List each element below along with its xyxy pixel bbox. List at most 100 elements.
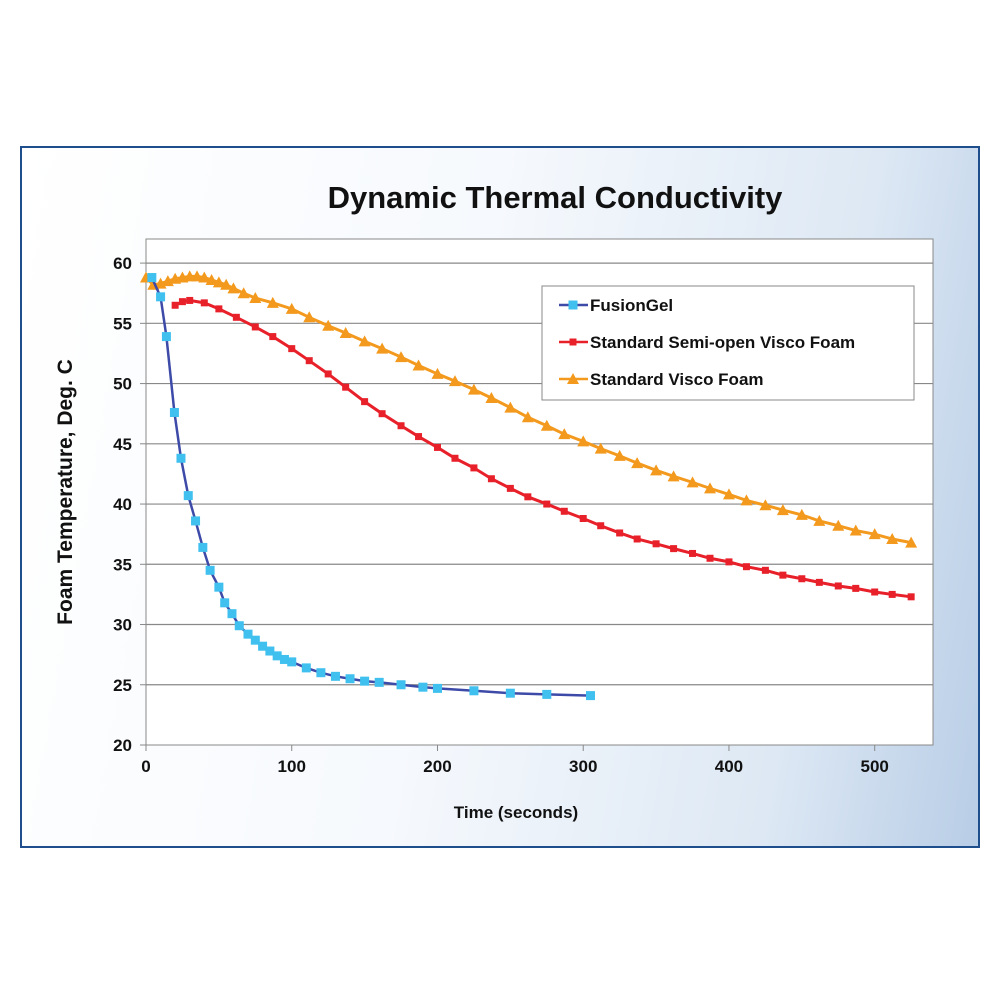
data-point (759, 499, 772, 511)
data-point (597, 522, 605, 530)
legend-box (541, 285, 915, 401)
data-point (706, 554, 714, 562)
data-point (198, 542, 208, 552)
data-point (220, 598, 230, 608)
data-point (540, 419, 553, 431)
data-point (888, 590, 896, 598)
data-point (342, 383, 350, 391)
data-point (670, 545, 678, 553)
data-point (852, 584, 860, 592)
data-point (616, 529, 624, 537)
data-point (886, 532, 899, 544)
data-point (361, 398, 369, 406)
data-point (849, 524, 862, 536)
data-point (176, 453, 186, 463)
data-point (506, 484, 514, 492)
data-point (798, 575, 806, 583)
data-point (907, 593, 915, 601)
data-point (868, 528, 881, 540)
data-point (250, 635, 260, 645)
data-point (220, 278, 233, 290)
data-point (667, 470, 680, 482)
data-point (258, 641, 268, 651)
data-point (650, 464, 663, 476)
data-point (542, 689, 552, 699)
data-point (358, 335, 371, 347)
data-point (469, 686, 479, 696)
data-point (524, 493, 532, 501)
data-point (191, 516, 201, 526)
legend-marker (568, 300, 578, 310)
data-point (813, 514, 826, 526)
y-tick-label: 55 (113, 314, 132, 333)
data-point (249, 292, 262, 304)
data-point (871, 588, 879, 596)
data-point (613, 449, 626, 461)
y-tick-label: 45 (113, 435, 132, 454)
data-point (161, 332, 171, 342)
data-point (272, 651, 282, 661)
x-tick-label: 100 (278, 757, 306, 776)
chart-title: Dynamic Thermal Conductivity (327, 180, 783, 215)
data-point (487, 475, 495, 483)
data-point (740, 494, 753, 506)
data-point (171, 301, 179, 309)
data-point (287, 657, 297, 667)
data-point (324, 370, 332, 378)
data-point (579, 515, 587, 523)
data-point (505, 688, 515, 698)
data-point (451, 454, 459, 462)
y-tick-label: 25 (113, 676, 132, 695)
data-point (316, 668, 326, 678)
data-point (285, 302, 298, 314)
legend-item: FusionGel (559, 296, 673, 315)
data-point (415, 433, 423, 441)
data-point (594, 442, 607, 454)
data-point (686, 476, 699, 488)
data-point (633, 535, 641, 543)
data-point (558, 428, 571, 440)
data-point (186, 296, 194, 304)
data-point (266, 296, 279, 308)
data-point (243, 629, 253, 639)
y-tick-label: 20 (113, 736, 132, 755)
data-point (360, 676, 370, 686)
data-point (214, 582, 224, 592)
data-point (577, 435, 590, 447)
data-point (376, 342, 389, 354)
y-tick-label: 35 (113, 555, 132, 574)
legend-label: Standard Visco Foam (590, 370, 764, 389)
data-point (200, 299, 208, 307)
data-point (215, 305, 223, 313)
legend-label: FusionGel (590, 296, 673, 315)
data-point (795, 508, 808, 520)
data-point (433, 443, 441, 451)
data-point (431, 367, 444, 379)
data-point (198, 271, 211, 283)
data-point (305, 357, 313, 365)
data-point (227, 609, 237, 619)
data-point (191, 270, 204, 282)
data-point (322, 319, 335, 331)
data-point (374, 677, 384, 687)
x-tick-label: 500 (861, 757, 889, 776)
data-point (339, 326, 352, 338)
data-point (485, 392, 498, 404)
data-point (761, 566, 769, 574)
data-point (303, 311, 316, 323)
data-point (169, 407, 179, 417)
data-point (378, 410, 386, 418)
data-point (156, 292, 166, 302)
data-point (467, 383, 480, 395)
data-point (832, 519, 845, 531)
x-tick-label: 400 (715, 757, 743, 776)
data-point (178, 298, 186, 306)
data-point (232, 313, 240, 321)
data-point (704, 482, 717, 494)
data-point (412, 359, 425, 371)
y-tick-label: 40 (113, 495, 132, 514)
data-point (631, 457, 644, 469)
data-point (265, 646, 275, 656)
x-axis-label: Time (seconds) (454, 803, 578, 822)
